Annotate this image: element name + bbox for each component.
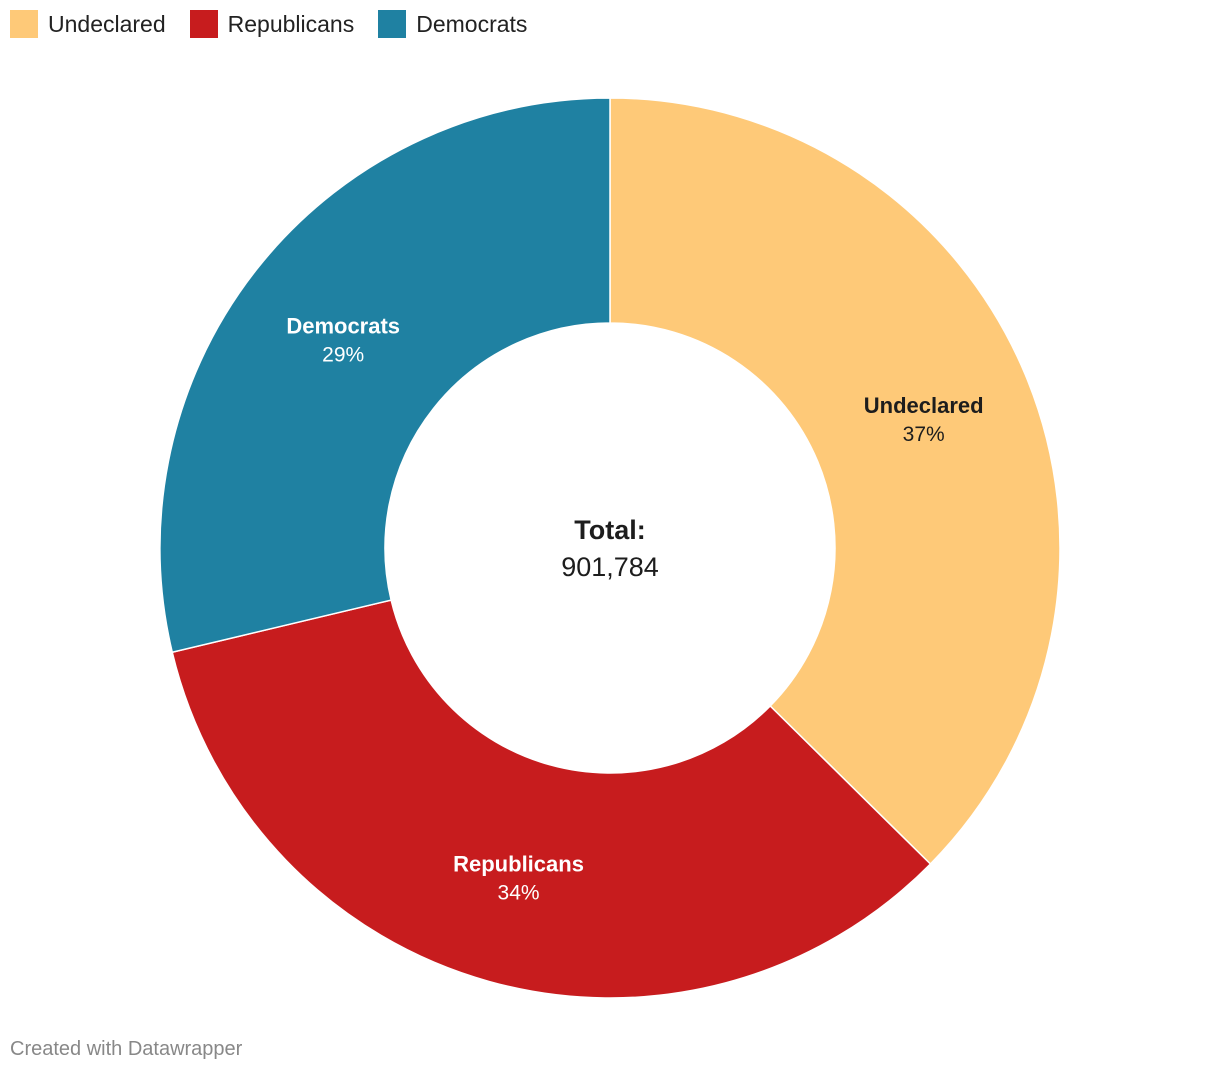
legend-label-republicans: Republicans [227, 11, 355, 37]
slice-value-undeclared: 37% [903, 423, 945, 446]
slice-democrats [159, 97, 611, 654]
legend-item-undeclared: Undeclared [10, 10, 166, 38]
legend-label-undeclared: Undeclared [48, 11, 166, 37]
legend-swatch-democrats [378, 10, 407, 38]
legend-item-democrats: Democrats [378, 10, 527, 38]
donut-slices [159, 97, 1061, 999]
slice-label-undeclared: Undeclared [864, 393, 984, 418]
slice-labels: Undeclared 37% Republicans 34% Democrats 29% [286, 313, 983, 904]
slice-label-republicans: Republicans [453, 851, 584, 876]
slice-value-republicans: 34% [498, 881, 540, 904]
center-total-title: Total: [574, 515, 645, 545]
legend-label-democrats: Democrats [416, 11, 528, 37]
chart-legend: Undeclared Republicans Democrats [10, 8, 551, 40]
slice-republicans [171, 599, 932, 999]
center-total-value: 901,784 [561, 552, 659, 582]
legend-swatch-undeclared [10, 10, 38, 38]
slice-label-democrats: Democrats [286, 313, 400, 338]
legend-swatch-republicans [189, 10, 218, 38]
slice-value-democrats: 29% [322, 343, 364, 366]
footer-credit: Created with Datawrapper [10, 1038, 243, 1060]
slice-undeclared [609, 97, 1061, 866]
legend-item-republicans: Republicans [189, 10, 355, 38]
